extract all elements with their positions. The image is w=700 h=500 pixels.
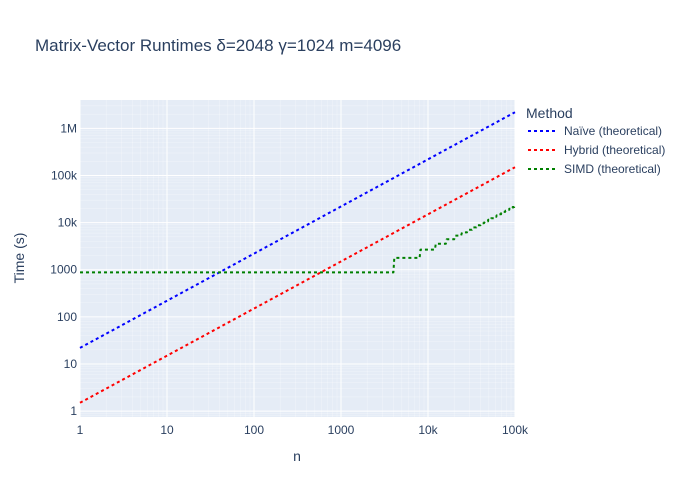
y-tick-label: 100 [57, 310, 77, 324]
legend-label-hybrid-theoretical: Hybrid (theoretical) [564, 143, 665, 157]
y-tick-label: 1 [70, 404, 77, 418]
legend-label-simd-theoretical: SIMD (theoretical) [564, 162, 661, 176]
chart-title: Matrix-Vector Runtimes δ=2048 γ=1024 m=4… [35, 36, 401, 55]
x-tick-label: 100k [502, 423, 529, 437]
y-tick-label: 10k [58, 216, 78, 230]
x-tick-label: 1 [77, 423, 84, 437]
y-tick-label: 1M [60, 121, 77, 135]
legend-title: Method [526, 105, 573, 121]
series-line-hybrid-theoretical [79, 166, 516, 404]
x-axis-title: n [293, 448, 301, 464]
y-tick-label: 10 [64, 357, 78, 371]
series-layer [79, 111, 516, 404]
series-line-simd-theoretical [80, 205, 516, 274]
x-tick-label: 1000 [328, 423, 355, 437]
legend: Naïve (theoretical) Hybrid (theoretical) S… [528, 124, 665, 176]
x-axis-ticks: 1 10 100 1000 10k 100k [77, 423, 529, 437]
x-tick-label: 100 [244, 423, 264, 437]
y-tick-label: 1000 [50, 263, 77, 277]
series-line-naive-theoretical [79, 111, 516, 349]
legend-label-naive-theoretical: Naïve (theoretical) [564, 124, 662, 138]
x-tick-label: 10k [418, 423, 438, 437]
y-axis-title: Time (s) [11, 233, 27, 284]
y-axis-ticks: 1 10 100 1000 10k 100k 1M [50, 121, 78, 418]
y-tick-label: 100k [51, 168, 78, 182]
x-tick-label: 10 [160, 423, 174, 437]
